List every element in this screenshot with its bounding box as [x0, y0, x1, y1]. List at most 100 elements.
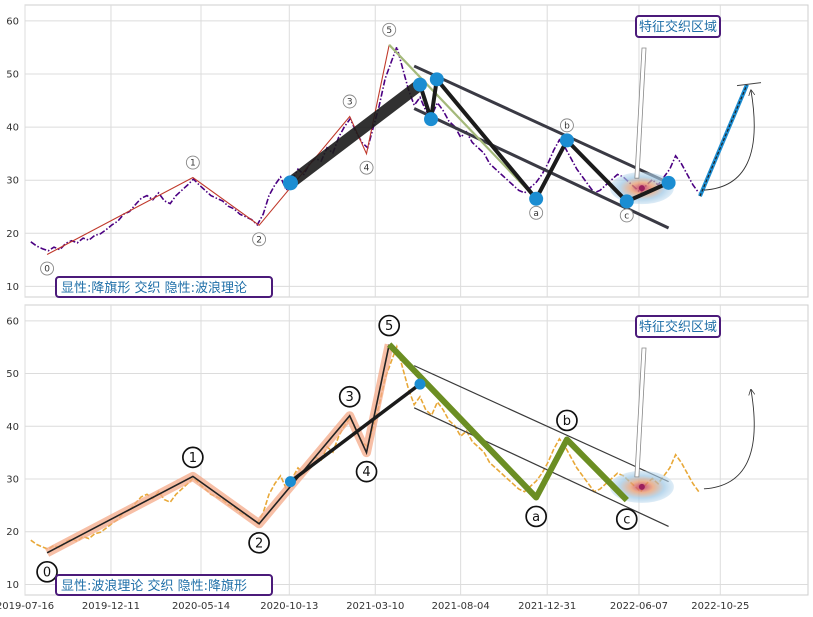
feature-zone-center: [638, 483, 645, 490]
pattern-point: [424, 112, 439, 127]
wave-label-marker: [619, 208, 634, 223]
wave-corrective-line: [388, 44, 537, 200]
target-line-dash: [699, 84, 748, 197]
wave-label-text: a: [532, 510, 540, 525]
x-tick-label: 2021-12-31: [518, 601, 576, 612]
x-tick-label: 2020-10-13: [260, 601, 318, 612]
x-tick-label: 2021-03-10: [346, 601, 404, 612]
pattern-point: [284, 476, 296, 488]
y-tick-label: 50: [6, 369, 19, 380]
wave-label-marker: [382, 22, 397, 37]
wave-label-text: c: [624, 211, 629, 221]
pattern-point: [414, 378, 426, 390]
wave-label-marker: [185, 155, 200, 170]
wave-label-marker: [355, 460, 378, 483]
wave-label-text: 2: [256, 235, 262, 245]
y-tick-label: 60: [6, 316, 19, 327]
x-tick-label: 2022-10-25: [691, 601, 749, 612]
y-tick-label: 40: [6, 123, 19, 134]
target-arrow: [703, 390, 754, 490]
feature-zone-center: [638, 185, 645, 192]
wave-label-text: 3: [347, 97, 353, 107]
price-series: [30, 44, 700, 252]
annotation-text: 显性:降旗形 交织 隐性:波浪理论: [61, 280, 247, 296]
zone-callout-pointer: [634, 347, 647, 478]
y-tick-label: 30: [6, 176, 19, 187]
zone-label-text: 特征交织区域: [639, 319, 717, 335]
wave-label-text: c: [623, 513, 630, 528]
channel-lower-line: [413, 407, 669, 527]
pattern-point: [529, 191, 544, 206]
y-tick-label: 10: [6, 580, 19, 591]
pattern-point: [282, 175, 298, 191]
x-tick-label: 2019-12-11: [82, 601, 140, 612]
channel-upper-line: [413, 365, 669, 483]
wave-label-text: a: [533, 209, 539, 219]
wave-label-text: 3: [346, 390, 354, 405]
wave-label-marker: [378, 314, 401, 337]
x-tick-label: 2020-05-14: [172, 601, 230, 612]
zone-label-text: 特征交织区域: [639, 19, 717, 35]
annotation-box: [55, 574, 273, 596]
wave-label-marker: [342, 94, 357, 109]
x-tick-label: 2019-07-16: [0, 601, 54, 612]
plot-area: [24, 4, 809, 298]
zone-label-box: [635, 315, 721, 338]
wave-label-text: 2: [255, 536, 263, 551]
x-tick-label: 2022-06-07: [610, 601, 668, 612]
pattern-point: [661, 175, 676, 190]
x-tick-label: 2021-08-04: [432, 601, 490, 612]
wave-label-text: 4: [364, 164, 370, 174]
target-cap: [736, 82, 762, 87]
wave-label-text: 4: [362, 465, 370, 480]
wave-label-marker: [529, 205, 544, 220]
wave-label-text: 5: [386, 26, 392, 36]
wave-label-marker: [559, 118, 574, 133]
channel-upper-line: [413, 64, 670, 185]
wave-label-marker: [182, 446, 204, 469]
y-tick-label: 20: [6, 527, 19, 538]
target-arrow: [703, 91, 754, 191]
zone-label: 特征交织区域: [635, 315, 721, 338]
pattern-point: [412, 77, 427, 92]
wave-label-text: 1: [190, 159, 196, 169]
annotation-text: 显性:波浪理论 交织 隐性:降旗形: [61, 578, 247, 594]
wave-label-marker: [248, 531, 270, 554]
wave-label-text: b: [563, 414, 571, 429]
y-tick-label: 10: [6, 282, 19, 293]
wave-label-marker: [359, 160, 374, 175]
zone-callout-pointer: [634, 47, 647, 179]
wave-label-marker: [36, 560, 58, 583]
wave-label-text: 5: [385, 319, 393, 334]
pattern-point: [619, 194, 634, 209]
zone-label-box: [635, 15, 721, 38]
wave-label-text: 0: [43, 565, 51, 580]
wave-corrective-line: [387, 342, 629, 503]
pattern-annotation: 显性:降旗形 交织 隐性:波浪理论: [55, 276, 273, 298]
wave-label-marker: [252, 232, 267, 247]
wave-label-marker: [338, 385, 361, 408]
wave-label-text: 0: [44, 265, 50, 275]
wave-label-marker: [615, 508, 638, 530]
zone-label: 特征交织区域: [635, 15, 721, 38]
plot-area: [24, 304, 809, 596]
y-tick-label: 20: [6, 229, 19, 240]
wave-label-marker: [40, 261, 55, 276]
pattern-annotation: 显性:波浪理论 交织 隐性:降旗形: [55, 574, 273, 596]
pattern-point: [429, 72, 444, 87]
y-tick-label: 50: [6, 70, 19, 81]
wave-label-marker: [556, 409, 578, 432]
y-tick-label: 30: [6, 475, 19, 486]
wave-label-text: 1: [189, 451, 197, 466]
y-tick-label: 40: [6, 422, 19, 433]
wave-label-text: b: [564, 121, 570, 131]
flagpole-line: [289, 382, 422, 484]
wave-label-marker: [525, 505, 548, 528]
y-tick-label: 60: [6, 16, 19, 27]
pattern-point: [559, 133, 574, 148]
annotation-box: [55, 276, 273, 298]
flagpole-line: [284, 78, 426, 189]
